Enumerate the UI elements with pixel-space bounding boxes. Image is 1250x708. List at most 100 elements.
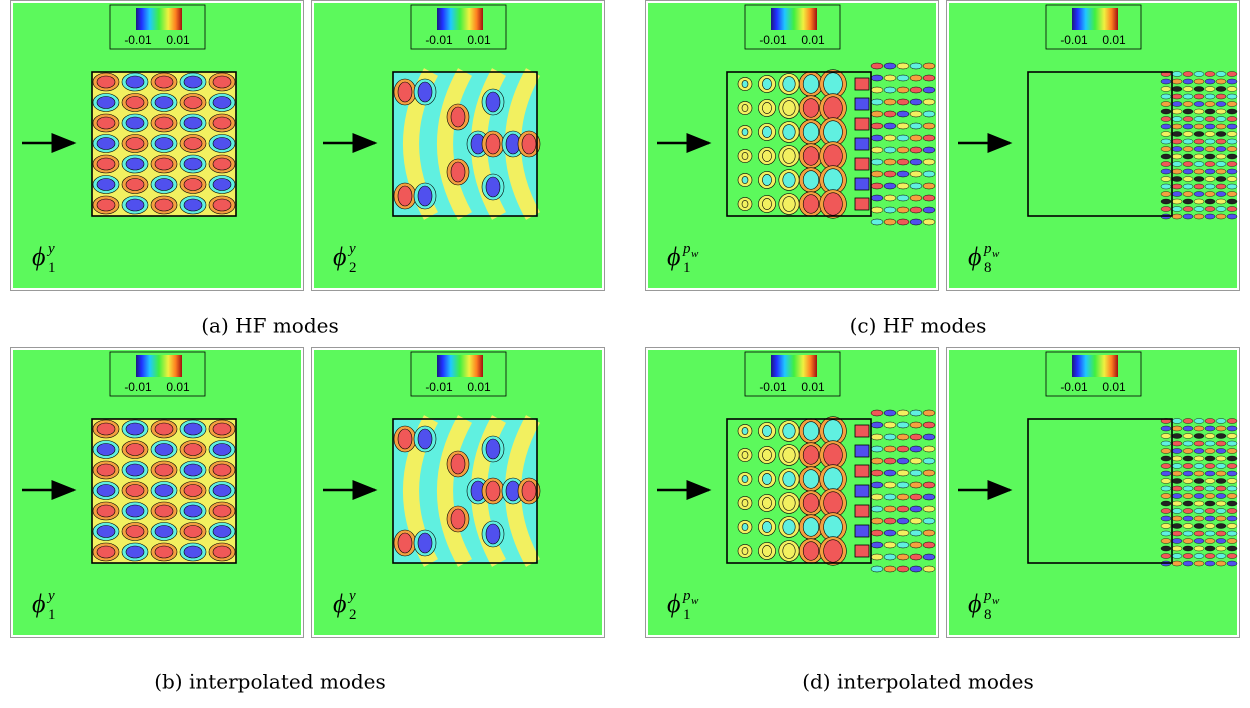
contour-core [125, 463, 145, 477]
wake-streak [1193, 545, 1205, 552]
wake-streak [1204, 463, 1216, 469]
wake-streak [1193, 71, 1205, 77]
wake-streak [1226, 523, 1238, 529]
wake-streak [1215, 433, 1227, 439]
contour-core [802, 517, 820, 537]
wake-streak [1160, 433, 1172, 439]
wake-streak [1204, 448, 1216, 454]
wake-streak [1171, 168, 1183, 175]
wake-streak [1215, 523, 1227, 529]
contour-core [183, 116, 203, 130]
contour-core [183, 198, 203, 212]
contour-core [485, 176, 501, 198]
wake-streak [1215, 530, 1227, 537]
wake-streak [1182, 198, 1194, 205]
mode-superscript: y [347, 588, 356, 604]
domain-outline [1027, 418, 1173, 564]
domain-outline [1027, 71, 1173, 217]
wake-streak [1182, 545, 1194, 552]
contour-core [154, 116, 174, 130]
wake-streak [922, 517, 936, 525]
wake-streak [896, 481, 910, 489]
wake-streak [1215, 206, 1227, 212]
wake-streak [1171, 470, 1183, 477]
contour-core [212, 443, 232, 456]
wake-streak [883, 170, 897, 178]
contour-core [125, 178, 145, 191]
wake-streak [1226, 463, 1238, 469]
wake-streak [1160, 538, 1172, 544]
contour-core [417, 81, 433, 103]
contour-core [823, 144, 843, 168]
wake-streak [896, 62, 910, 70]
colorbar-min-label: -0.01 [425, 33, 453, 47]
wake-streak [1204, 530, 1216, 537]
contour-core [212, 157, 232, 171]
wake-streak [1204, 101, 1216, 107]
wake-block [854, 117, 870, 131]
wake-streak [1204, 493, 1216, 499]
wake-streak [1226, 213, 1238, 220]
contour-core [125, 525, 145, 538]
wake-streak [896, 493, 910, 501]
wake-streak [1182, 515, 1194, 522]
wake-streak [1226, 448, 1238, 454]
domain-outline [91, 418, 237, 564]
wake-streak [1204, 131, 1216, 137]
subfigure-caption: (c) HF modes [850, 314, 987, 338]
wake-streak [896, 206, 910, 214]
wake-streak [1226, 500, 1238, 507]
contour-core [741, 499, 749, 507]
wake-streak [883, 74, 897, 82]
wake-streak [1160, 86, 1172, 92]
contour-core [212, 484, 232, 497]
colorbar [771, 8, 817, 30]
wake-streak [1204, 440, 1216, 447]
wake-streak [1160, 425, 1172, 432]
wake-streak [1182, 470, 1194, 477]
contour-core [96, 504, 116, 518]
contour-core [823, 443, 843, 467]
contour-core [802, 74, 820, 94]
wake-streak [1171, 123, 1183, 130]
wake-streak [1226, 425, 1238, 432]
contour-core [212, 75, 232, 89]
colorbar [1072, 8, 1118, 30]
contour-core [782, 495, 796, 511]
wake-block [854, 77, 870, 91]
wake-streak [1193, 455, 1205, 462]
mode-superscript-sub: w [691, 595, 699, 607]
wake-streak [883, 122, 897, 130]
colorbar [437, 355, 483, 377]
contour-core [154, 504, 174, 518]
contour-core [762, 198, 772, 210]
wake-streak [883, 218, 897, 226]
wake-streak [1226, 545, 1238, 552]
contour-core [762, 126, 772, 138]
mode-subscript: 2 [349, 607, 357, 623]
contour-core [417, 532, 433, 554]
wake-streak [1215, 161, 1227, 167]
wake-streak [922, 98, 936, 106]
wake-streak [1160, 198, 1172, 205]
wake-streak [1160, 116, 1172, 122]
wake-streak [1171, 86, 1183, 92]
wake-streak [1193, 493, 1205, 499]
wake-streak [1215, 463, 1227, 469]
contour-core [762, 473, 772, 485]
mode-subscript: 1 [48, 607, 56, 623]
wake-streak [909, 62, 923, 70]
wake-streak [1193, 78, 1205, 85]
colorbar-max-label: 0.01 [467, 380, 491, 394]
wake-streak [909, 493, 923, 501]
contour-core [823, 168, 843, 192]
wake-streak [1160, 176, 1172, 182]
wake-streak [1193, 123, 1205, 130]
wake-streak [909, 565, 923, 573]
contour-core [521, 480, 537, 502]
mode-superscript-sub: w [992, 248, 1000, 260]
wake-streak [1226, 485, 1238, 492]
wake-streak [1171, 485, 1183, 492]
wake-streak [1182, 463, 1194, 469]
wake-streak [870, 110, 884, 118]
